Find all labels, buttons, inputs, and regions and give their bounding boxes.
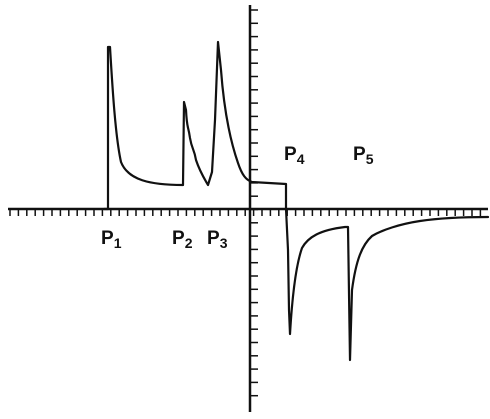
peak-label-p3: P3 bbox=[207, 228, 228, 251]
peak-label-p1: P1 bbox=[101, 228, 122, 251]
peak-label-p5: P5 bbox=[353, 144, 374, 167]
horizontal-axis-ticks bbox=[9, 209, 482, 216]
peak-label-p2: P2 bbox=[172, 228, 193, 251]
peak-label-p4: P4 bbox=[284, 144, 305, 167]
signal-trace bbox=[102, 40, 490, 362]
